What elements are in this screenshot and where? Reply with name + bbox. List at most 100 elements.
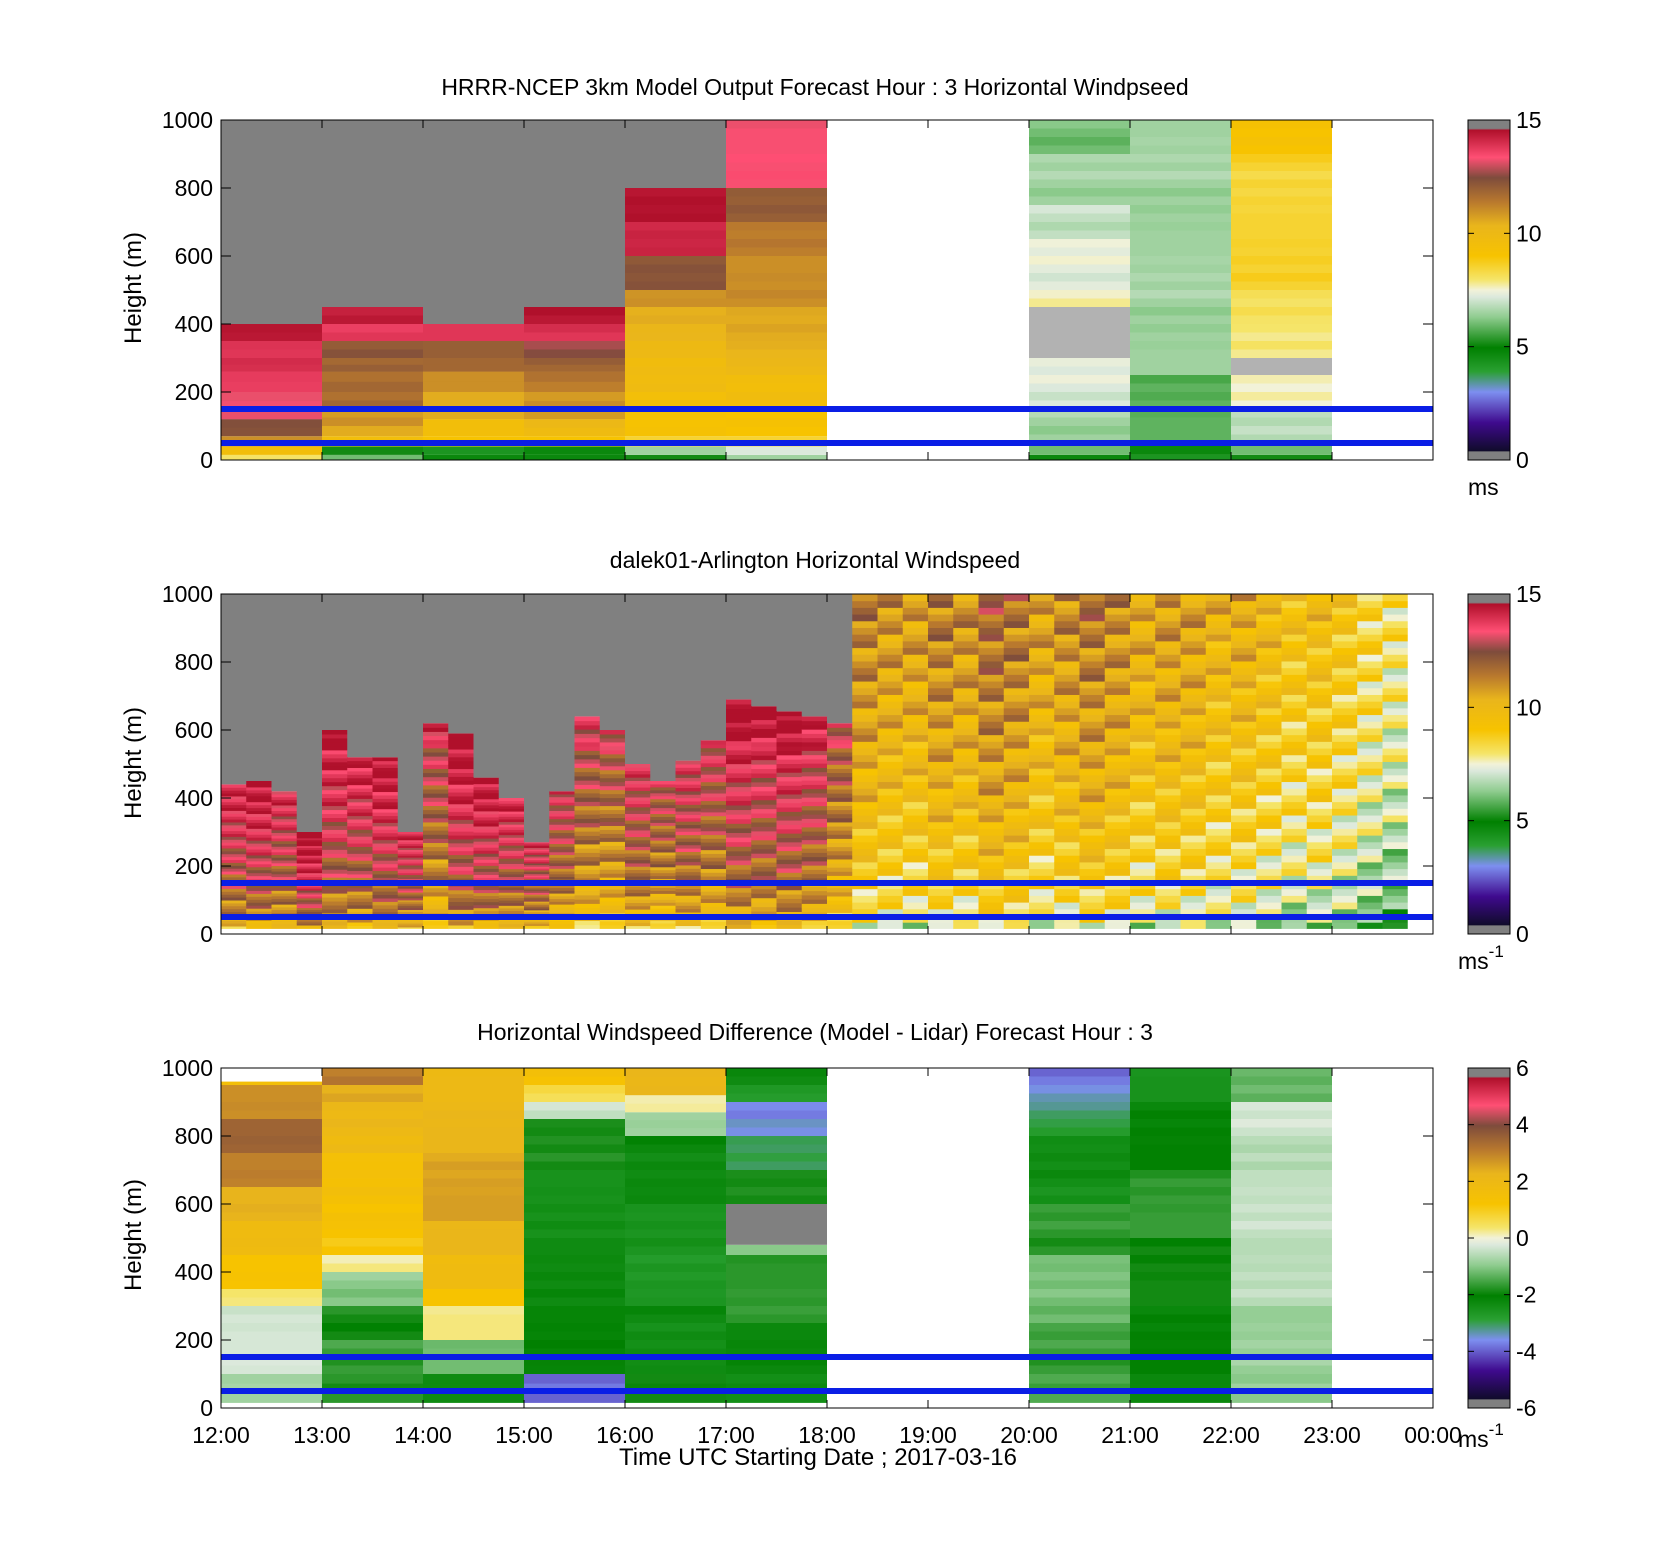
heat-cell xyxy=(397,843,424,847)
heat-cell xyxy=(1104,875,1131,883)
heat-cell xyxy=(751,862,777,868)
heat-cell xyxy=(1130,1068,1231,1077)
heat-cell xyxy=(397,895,424,899)
heat-cell xyxy=(1281,895,1308,903)
heat-cell xyxy=(1180,768,1207,776)
heat-cell xyxy=(397,897,424,901)
heat-cell xyxy=(296,863,323,866)
heat-cell xyxy=(423,834,449,839)
heat-cell xyxy=(1357,808,1383,816)
heat-cell xyxy=(877,627,904,635)
heat-cell xyxy=(1306,640,1333,649)
heat-cell xyxy=(1281,701,1308,709)
heat-cell xyxy=(549,926,575,930)
heat-cell xyxy=(1231,828,1257,836)
heat-cell xyxy=(902,614,929,622)
heat-cell xyxy=(574,788,601,794)
heat-cell xyxy=(1382,660,1409,669)
heat-cell xyxy=(625,909,651,913)
heat-cell xyxy=(953,647,979,655)
y-axis-label: Height (m) xyxy=(120,1179,147,1291)
heat-cell xyxy=(650,825,676,829)
heat-cell xyxy=(625,1221,726,1230)
heat-cell xyxy=(1130,734,1156,742)
heat-cell xyxy=(801,860,828,866)
heat-cell xyxy=(751,893,777,899)
heat-cell xyxy=(1130,324,1231,333)
heat-cell xyxy=(1357,841,1383,850)
heat-cell xyxy=(726,864,752,870)
heat-cell xyxy=(1332,701,1358,709)
heat-cell xyxy=(1155,855,1181,863)
heat-cell xyxy=(1104,600,1131,608)
heat-cell xyxy=(473,822,500,827)
heat-cell xyxy=(928,861,954,870)
heat-cell xyxy=(1054,600,1080,608)
heat-cell xyxy=(827,780,853,786)
heat-cell xyxy=(978,781,1005,789)
heat-cell xyxy=(1231,660,1257,669)
heat-cell xyxy=(726,446,827,455)
heat-cell xyxy=(1357,701,1383,709)
heat-cell xyxy=(928,674,954,682)
heat-cell xyxy=(1205,727,1232,736)
heat-cell xyxy=(877,660,904,669)
heat-cell xyxy=(751,884,777,890)
heat-cell xyxy=(473,850,500,854)
heat-cell xyxy=(700,921,727,926)
heat-cell xyxy=(776,924,803,930)
heat-cell xyxy=(1205,808,1232,816)
heat-cell xyxy=(1180,788,1207,796)
heat-cell xyxy=(1054,855,1080,863)
heat-cell xyxy=(1281,754,1308,762)
heat-cell xyxy=(1231,781,1257,789)
heat-cell xyxy=(347,908,373,913)
heat-cell xyxy=(852,808,878,816)
heat-cell xyxy=(1205,734,1232,742)
heat-cell xyxy=(953,714,979,722)
heat-cell xyxy=(700,823,727,828)
heat-cell xyxy=(1029,868,1055,876)
heat-cell xyxy=(1180,607,1207,615)
heat-cell xyxy=(1382,754,1409,762)
heat-cell xyxy=(1231,902,1257,910)
heat-cell xyxy=(1054,922,1080,930)
heat-cell xyxy=(1281,835,1308,843)
heat-cell xyxy=(1382,687,1409,695)
heat-cell xyxy=(549,854,575,858)
heat-cell xyxy=(423,817,449,823)
heat-cell xyxy=(1180,841,1207,850)
heat-cell xyxy=(423,1204,524,1213)
heat-cell xyxy=(1205,794,1232,803)
heat-cell xyxy=(776,750,803,756)
heat-cell xyxy=(524,1136,625,1145)
heat-cell xyxy=(1357,600,1383,608)
heat-cell xyxy=(978,701,1005,709)
heat-cell xyxy=(1306,654,1333,662)
heat-cell xyxy=(852,828,878,836)
heat-cell xyxy=(978,647,1005,655)
heat-cell xyxy=(271,860,298,864)
heat-cell xyxy=(827,858,853,864)
heat-cell xyxy=(801,818,828,824)
heat-cell xyxy=(1382,928,1409,934)
heat-cell xyxy=(448,846,474,852)
heat-cell xyxy=(978,875,1005,883)
heat-cell xyxy=(1180,594,1207,602)
heat-cell xyxy=(1130,1255,1231,1264)
heat-cell xyxy=(1281,727,1308,736)
heat-cell xyxy=(953,922,979,930)
heat-cell xyxy=(700,827,727,832)
heat-cell xyxy=(700,815,727,820)
heat-cell xyxy=(473,886,500,891)
heat-cell xyxy=(928,841,954,850)
heat-cell xyxy=(524,866,550,869)
heat-cell xyxy=(625,1255,726,1264)
heat-cell xyxy=(700,857,727,862)
heat-cell xyxy=(625,925,651,930)
heat-cell xyxy=(1029,701,1055,709)
heat-cell xyxy=(1281,908,1308,917)
heat-cell xyxy=(1003,701,1030,709)
heat-cell xyxy=(1029,594,1055,602)
heat-cell xyxy=(1382,600,1409,608)
